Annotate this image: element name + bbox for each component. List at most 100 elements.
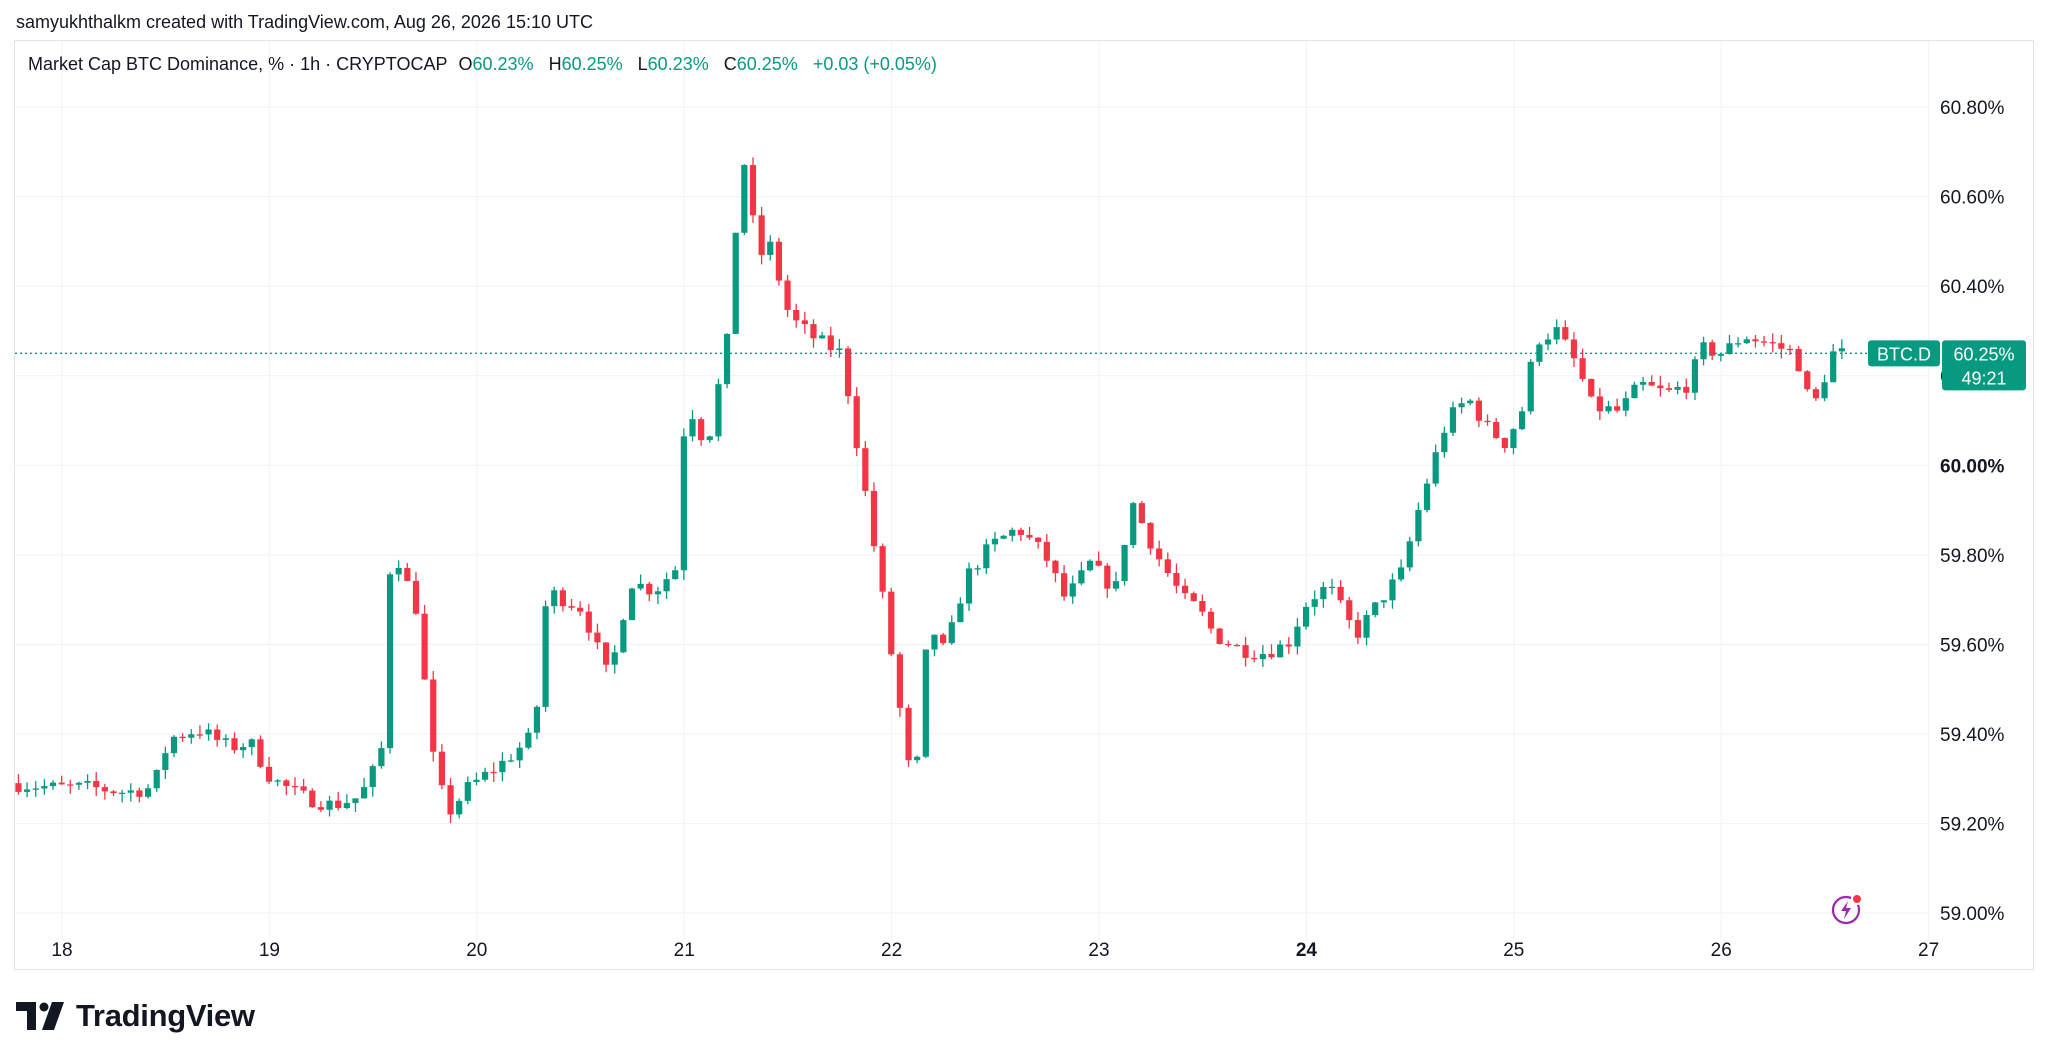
candle: [144, 784, 152, 799]
candle-body: [1812, 389, 1820, 399]
candle: [1346, 597, 1353, 629]
candle: [41, 779, 48, 795]
candle-body: [1579, 358, 1586, 379]
candle-body: [767, 241, 774, 255]
candle: [1432, 444, 1439, 487]
candle: [819, 331, 826, 340]
candle-body: [1277, 644, 1284, 658]
close-label: C: [723, 54, 737, 74]
candle: [1830, 343, 1837, 383]
candle: [110, 789, 117, 797]
candle: [32, 781, 39, 797]
candle-body: [75, 782, 83, 785]
candle-body: [499, 760, 506, 773]
candle: [784, 274, 791, 318]
candle: [1536, 342, 1543, 367]
candle: [801, 312, 808, 334]
candle: [775, 237, 783, 286]
candle-body: [706, 436, 713, 441]
candle-body: [1501, 437, 1508, 448]
flash-icon[interactable]: [1830, 892, 1864, 931]
candle: [240, 743, 247, 759]
candle: [49, 780, 57, 790]
candle: [723, 333, 731, 389]
candle-body: [1648, 382, 1655, 386]
candle: [732, 232, 739, 334]
candle-body: [775, 241, 783, 281]
candle-body: [421, 613, 428, 680]
candle-body: [957, 603, 964, 623]
candle-body: [49, 782, 57, 787]
candle-body: [1795, 348, 1802, 372]
candle: [1752, 335, 1759, 348]
candle: [283, 779, 290, 796]
candle-body: [1242, 645, 1249, 658]
candle: [1147, 522, 1154, 555]
y-tick-label: 60.00%: [1940, 456, 2005, 477]
candle-body: [594, 632, 601, 643]
candle-body: [196, 734, 204, 736]
candle: [1199, 594, 1206, 616]
x-tick-label: 23: [1088, 940, 1109, 961]
candle: [1683, 378, 1690, 400]
candle: [1043, 534, 1050, 568]
candle-body: [283, 780, 290, 786]
candle-body: [1691, 359, 1699, 393]
candle-body: [119, 792, 126, 795]
candle: [1639, 376, 1647, 391]
candle-body: [1562, 327, 1569, 340]
candle-body: [1527, 361, 1534, 412]
candle-body: [1199, 601, 1206, 612]
tradingview-logo[interactable]: TradingView: [16, 998, 255, 1034]
candle-body: [456, 800, 463, 815]
candle-body: [1294, 626, 1301, 647]
y-tick-label: 60.80%: [1940, 98, 2005, 119]
candle-body: [1043, 541, 1050, 561]
candle: [628, 587, 636, 621]
candle: [922, 649, 929, 759]
candle: [1605, 400, 1612, 414]
candle: [793, 303, 800, 328]
candle: [438, 744, 445, 790]
candle: [844, 346, 852, 405]
candle: [827, 326, 834, 357]
candle: [1233, 643, 1241, 647]
candle-body: [914, 756, 921, 761]
candle-body: [1138, 503, 1145, 524]
candle: [637, 574, 644, 591]
candle-body: [317, 807, 325, 810]
candle: [1458, 397, 1465, 414]
candle: [257, 735, 264, 769]
candle-body: [585, 611, 592, 633]
candle: [352, 798, 359, 813]
candle: [456, 798, 463, 819]
y-tick-label: 60.60%: [1940, 188, 2005, 209]
candle: [300, 778, 307, 794]
candle: [1804, 370, 1811, 392]
candle-body: [335, 800, 342, 809]
candle-body: [1095, 560, 1102, 566]
candle: [1337, 580, 1344, 604]
candle: [361, 777, 368, 799]
candle-body: [1251, 657, 1258, 660]
price-axis: 59.00%59.20%59.40%59.60%59.80%60.00%60.2…: [1940, 98, 2005, 925]
candle: [611, 645, 618, 674]
candle: [654, 586, 662, 605]
candle: [1441, 426, 1448, 458]
candle-body: [1458, 403, 1465, 408]
candle-body: [274, 780, 281, 782]
candle-body: [1769, 342, 1776, 344]
candle: [1363, 610, 1370, 646]
candle-body: [352, 798, 359, 804]
candle-body: [101, 787, 108, 792]
candle: [1069, 575, 1076, 604]
candle-body: [1553, 327, 1560, 340]
candle-body: [1423, 483, 1431, 510]
candle-body: [1173, 573, 1180, 586]
x-tick-label: 24: [1296, 940, 1318, 961]
candle: [1026, 526, 1033, 540]
candle-body: [361, 787, 368, 799]
candle: [1130, 501, 1137, 549]
x-tick-label: 20: [466, 940, 487, 961]
